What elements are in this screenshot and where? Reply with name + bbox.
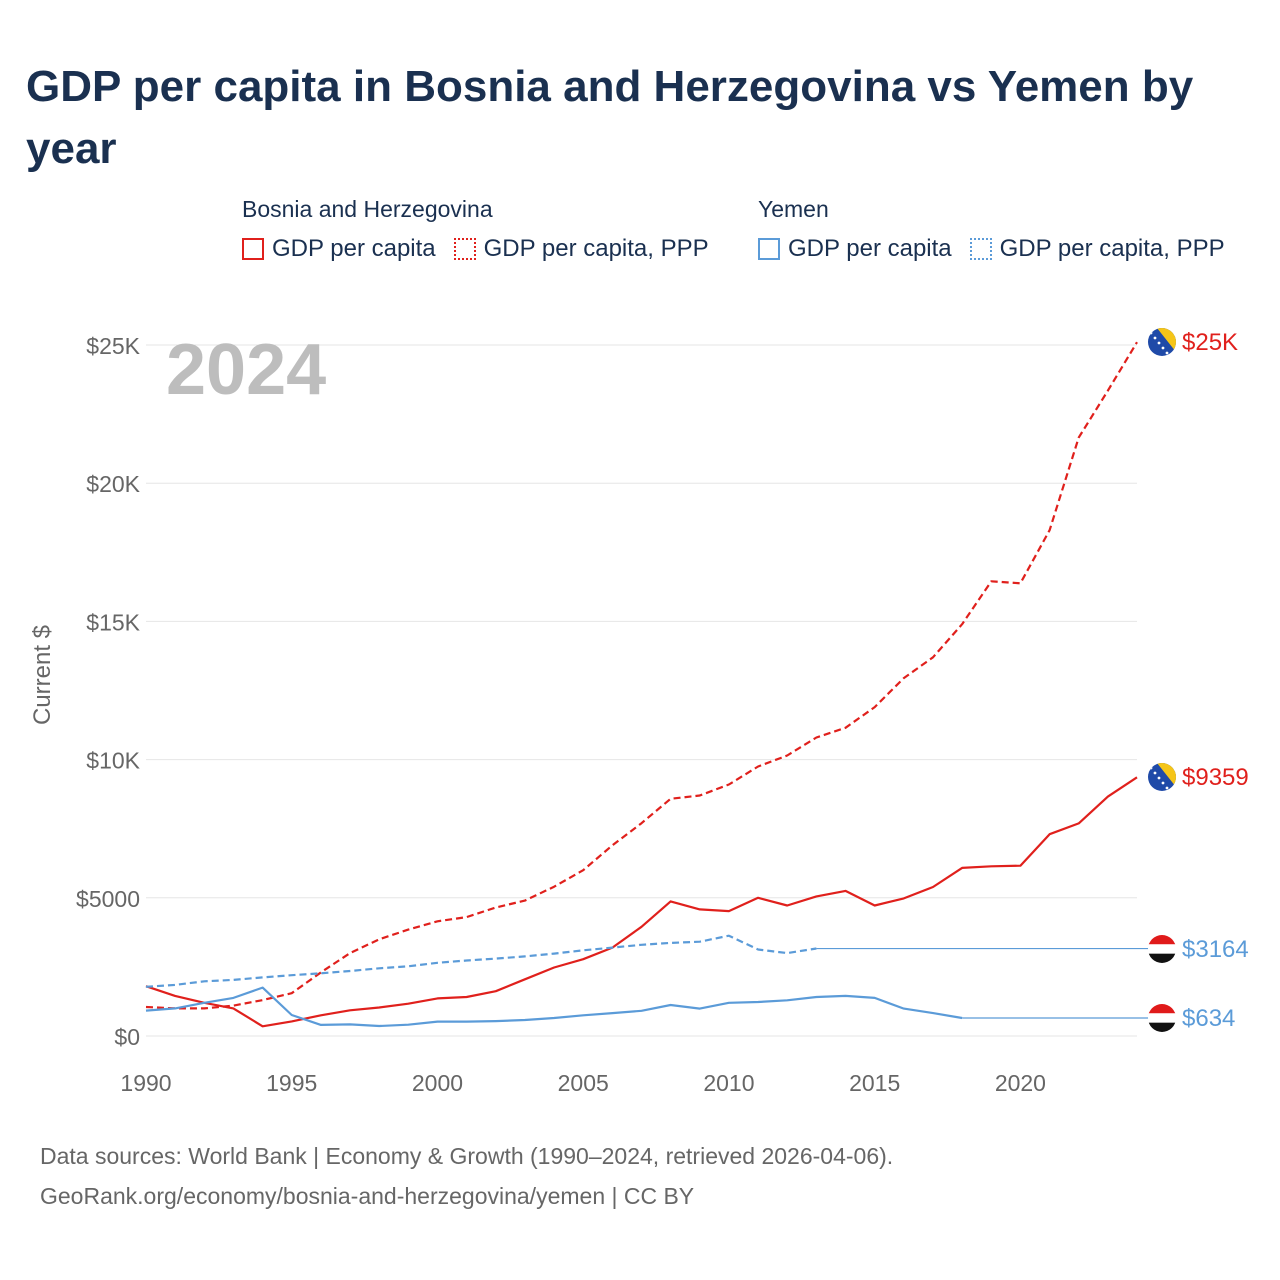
legend-heading-yemen: Yemen xyxy=(758,196,829,222)
bosnia-flag-icon xyxy=(1148,328,1176,356)
legend-label: GDP per capita xyxy=(788,235,952,262)
legend-label: GDP per capita, PPP xyxy=(483,235,709,262)
x-tick-label: 1990 xyxy=(120,1070,171,1096)
legend-item-yemen-gdp[interactable]: GDP per capita xyxy=(758,235,952,263)
series-line[interactable] xyxy=(145,986,963,1028)
legend-swatch-dotted-icon xyxy=(969,238,992,260)
legend-swatch-dotted-icon xyxy=(453,238,476,260)
series-end-label: $634 xyxy=(1182,1005,1235,1032)
yemen-flag-icon xyxy=(1148,1004,1176,1032)
legend-group-yemen: Yemen GDP per capita GDP per capita, PPP xyxy=(758,196,1243,263)
x-tick-label: 2000 xyxy=(412,1070,463,1096)
footer: Data sources: World Bank | Economy & Gro… xyxy=(40,1136,893,1216)
legend-item-bih-gdp[interactable]: GDP per capita xyxy=(242,235,436,263)
series-line[interactable] xyxy=(145,934,817,988)
yemen-flag-icon xyxy=(1148,935,1176,963)
y-tick-label: $0 xyxy=(114,1024,140,1050)
legend-label: GDP per capita xyxy=(272,235,436,262)
y-tick-label: $10K xyxy=(86,748,140,774)
year-label: 2024 xyxy=(166,330,326,410)
legend-label: GDP per capita, PPP xyxy=(999,235,1225,262)
legend-group-bih: Bosnia and Herzegovina GDP per capita GD… xyxy=(242,196,727,263)
series-end-label: $9359 xyxy=(1182,764,1249,791)
y-tick-label: $15K xyxy=(86,609,140,635)
bosnia-flag-icon xyxy=(1148,763,1176,791)
y-tick-label: $5000 xyxy=(76,886,140,912)
x-tick-label: 2015 xyxy=(849,1070,900,1096)
y-tick-label: $25K xyxy=(86,333,140,359)
x-tick-label: 2020 xyxy=(995,1070,1046,1096)
legend-swatch-solid-icon xyxy=(242,238,264,260)
y-tick-label: $20K xyxy=(86,471,140,497)
x-tick-label: 1995 xyxy=(266,1070,317,1096)
y-axis-title: Current $ xyxy=(29,625,56,725)
chart-title: GDP per capita in Bosnia and Herzegovina… xyxy=(26,62,1194,173)
legend-item-yemen-ppp[interactable]: GDP per capita, PPP xyxy=(969,235,1225,263)
x-tick-label: 2005 xyxy=(558,1070,609,1096)
legend-heading-bih: Bosnia and Herzegovina xyxy=(242,196,493,222)
footer-sources: Data sources: World Bank | Economy & Gro… xyxy=(40,1143,894,1169)
series-end-label: $3164 xyxy=(1182,936,1249,963)
series-end-label: $25K xyxy=(1182,329,1238,356)
legend-item-bih-ppp[interactable]: GDP per capita, PPP xyxy=(453,235,709,263)
x-tick-label: 2010 xyxy=(703,1070,754,1096)
series-line[interactable] xyxy=(145,341,1138,1010)
series-line[interactable] xyxy=(145,776,1138,1028)
legend-swatch-solid-icon xyxy=(758,238,780,260)
footer-link[interactable]: GeoRank.org/economy/bosnia-and-herzegovi… xyxy=(40,1183,695,1209)
